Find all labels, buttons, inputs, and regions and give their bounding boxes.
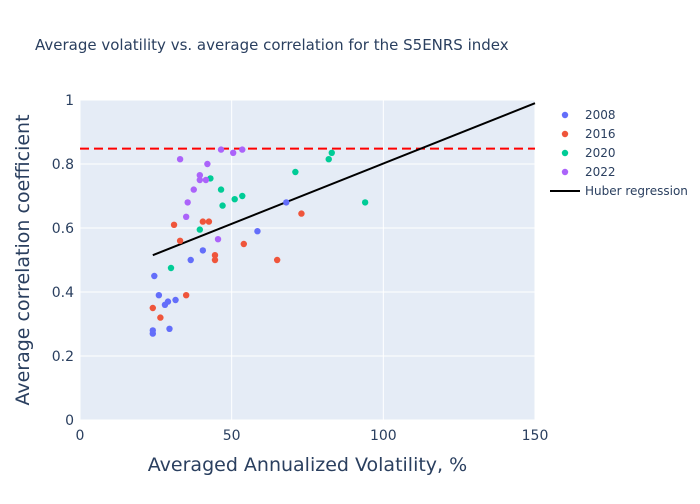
data-point[interactable] [273, 256, 281, 264]
y-tick-label: 0.4 [52, 285, 74, 301]
legend-label[interactable]: 2008 [585, 108, 616, 122]
data-point[interactable] [219, 202, 226, 209]
legend-label[interactable]: 2022 [585, 165, 616, 179]
legend-marker [561, 130, 569, 138]
data-point[interactable] [166, 325, 173, 332]
data-point[interactable] [167, 264, 175, 272]
data-point[interactable] [149, 304, 156, 312]
data-point[interactable] [199, 247, 207, 254]
x-axis-title: Averaged Annualized Volatility, % [148, 454, 467, 476]
legend-label[interactable]: 2020 [585, 146, 616, 160]
data-point[interactable] [325, 156, 332, 163]
legend-label[interactable]: Huber regression [585, 184, 688, 198]
data-point[interactable] [229, 149, 237, 156]
data-point[interactable] [211, 252, 219, 259]
data-point[interactable] [214, 236, 222, 243]
legend-label[interactable]: 2016 [585, 127, 616, 141]
x-tick-label: 150 [522, 428, 549, 444]
legend-marker [561, 168, 569, 176]
legend-marker [561, 149, 569, 157]
data-point[interactable] [217, 146, 225, 153]
data-point[interactable] [151, 272, 158, 280]
data-point[interactable] [199, 218, 207, 225]
data-point[interactable] [239, 146, 246, 153]
y-tick-label: 0.8 [52, 157, 74, 173]
regression-line [152, 102, 536, 257]
data-point[interactable] [182, 292, 190, 299]
y-tick-label: 0.2 [52, 349, 74, 365]
data-point[interactable] [170, 221, 178, 228]
data-point[interactable] [231, 196, 238, 203]
x-tick-label: 0 [76, 428, 85, 444]
data-point[interactable] [190, 186, 197, 193]
data-point[interactable] [204, 160, 211, 168]
data-point[interactable] [155, 292, 163, 299]
plot-area [80, 100, 535, 420]
x-tick-label: 50 [223, 428, 241, 444]
data-point[interactable] [361, 199, 369, 206]
data-point[interactable] [202, 176, 210, 184]
data-point[interactable] [149, 327, 156, 334]
data-point[interactable] [157, 314, 164, 321]
data-point[interactable] [240, 240, 247, 248]
y-axis-title: Average correlation coefficient [12, 114, 34, 405]
data-point[interactable] [187, 256, 194, 264]
legend: 2008 2016 2020 2022 Huber regression [550, 108, 688, 198]
series-2022 [176, 146, 246, 243]
data-point[interactable] [182, 213, 190, 220]
series-2020 [167, 149, 369, 272]
legend-marker [561, 111, 569, 119]
data-point[interactable] [328, 149, 335, 156]
data-point[interactable] [196, 226, 204, 233]
data-point[interactable] [283, 199, 290, 206]
chart-title: Average volatility vs. average correlati… [35, 36, 509, 54]
data-point[interactable] [164, 298, 172, 305]
data-point[interactable] [196, 176, 204, 184]
data-point[interactable] [205, 218, 213, 225]
data-point[interactable] [254, 228, 261, 235]
x-tick-label: 100 [370, 428, 397, 444]
data-point[interactable] [176, 156, 184, 163]
series-2016 [149, 210, 305, 321]
data-point[interactable] [292, 168, 299, 176]
data-point[interactable] [239, 192, 246, 200]
y-tick-label: 0 [65, 413, 74, 429]
data-point[interactable] [211, 256, 219, 264]
data-point[interactable] [196, 172, 204, 179]
data-point[interactable] [172, 296, 179, 304]
data-point[interactable] [217, 186, 225, 193]
series-2008 [149, 199, 290, 337]
data-point[interactable] [184, 199, 191, 206]
y-tick-label: 1 [65, 93, 74, 109]
y-tick-label: 0.6 [52, 221, 74, 237]
data-point[interactable] [298, 210, 305, 217]
data-point[interactable] [176, 237, 184, 244]
